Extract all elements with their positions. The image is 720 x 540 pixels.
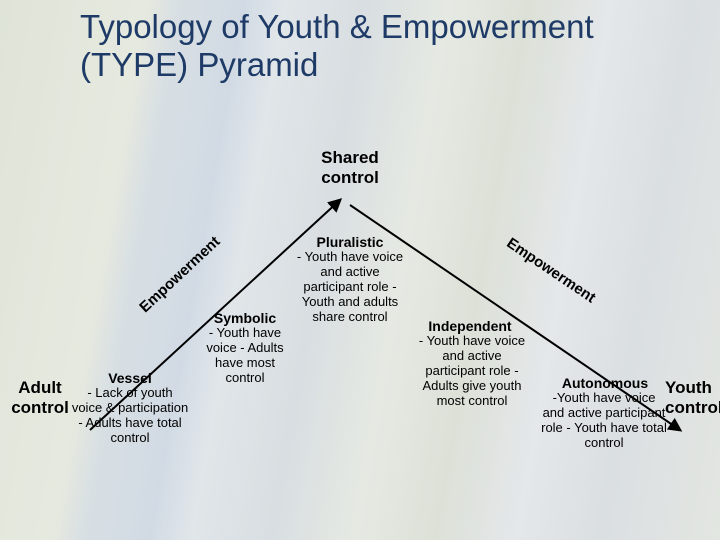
- independent-desc: - Youth have voice and active participan…: [412, 334, 532, 409]
- symbolic-desc: - Youth have voice - Adults have most co…: [195, 326, 295, 386]
- pluralistic-name: Pluralistic: [300, 234, 400, 250]
- slide: Typology of Youth & Empowerment (TYPE) P…: [0, 0, 720, 540]
- autonomous-name: Autonomous: [545, 375, 665, 391]
- empowerment-right: Empowerment: [484, 222, 618, 320]
- symbolic-name: Symbolic: [200, 310, 290, 326]
- vessel-name: Vessel: [90, 370, 170, 386]
- adult-control-label: Adult control: [5, 378, 75, 417]
- independent-name: Independent: [415, 318, 525, 334]
- autonomous-desc: -Youth have voice and active participant…: [540, 391, 668, 451]
- vessel-desc: - Lack of youth voice & participation - …: [71, 386, 189, 446]
- pluralistic-desc: - Youth have voice and active participan…: [290, 250, 410, 325]
- youth-control-label: Youth control: [665, 378, 720, 417]
- shared-control-label: Shared control: [305, 148, 395, 187]
- page-title: Typology of Youth & Empowerment (TYPE) P…: [80, 8, 640, 84]
